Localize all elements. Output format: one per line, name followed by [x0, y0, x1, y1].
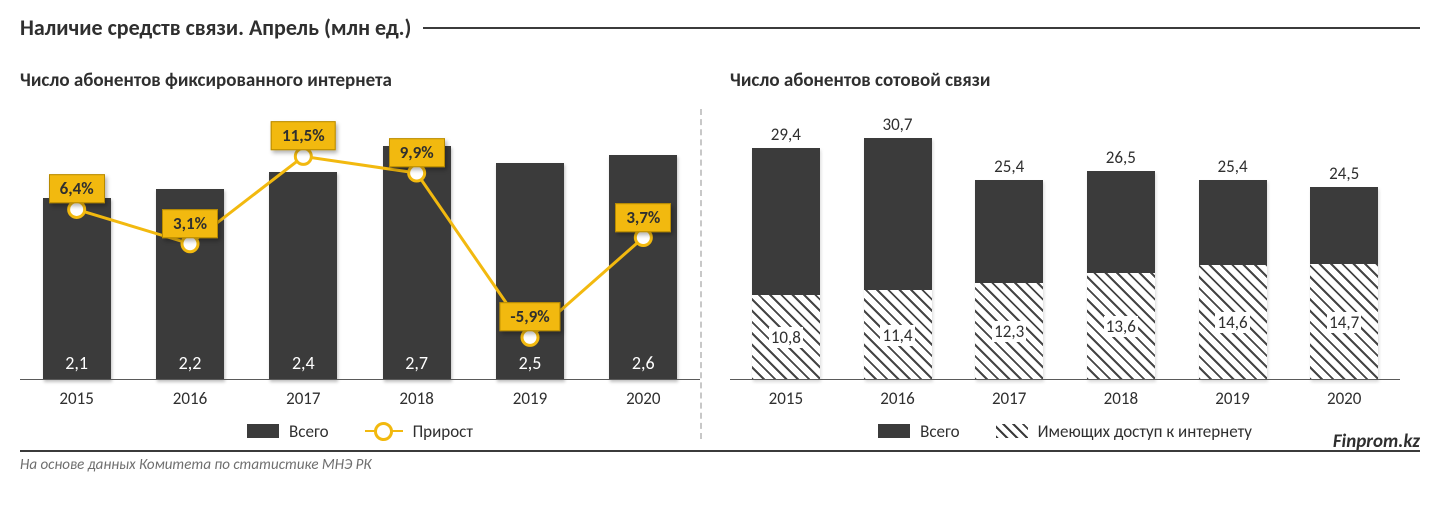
x-label: 2019: [1177, 382, 1289, 410]
legend-growth: Прирост: [365, 421, 473, 442]
bar: 2,4: [269, 172, 337, 380]
header: Наличие средств связи. Апрель (млн ед.): [20, 14, 1420, 41]
segment-internet: 12,3: [975, 283, 1043, 380]
left-plot-area: 2,12,22,42,72,52,6 201520162017201820192…: [20, 120, 700, 410]
stacked-bar: 14,724,5: [1310, 187, 1378, 380]
segment-internet: 11,4: [864, 290, 932, 380]
right-legend: Всего Имеющих доступ к интернету: [730, 416, 1400, 446]
bar-top-label: 29,4: [752, 124, 820, 145]
right-x-labels: 201520162017201820192020: [730, 382, 1400, 410]
legend-internet: Имеющих доступ к интернету: [996, 421, 1252, 442]
left-chart: Число абонентов фиксированного интернета…: [20, 69, 700, 446]
bar-slot: 2,4: [247, 172, 360, 380]
left-bars: 2,12,22,42,72,52,6: [20, 120, 700, 380]
growth-callout: 3,7%: [615, 203, 671, 232]
x-label: 2016: [133, 382, 246, 410]
legend-total-r: Всего: [878, 421, 960, 442]
bar-slot: 14,724,5: [1288, 187, 1400, 380]
legend-total-label: Всего: [289, 421, 329, 442]
bar-slot: 11,430,7: [842, 138, 954, 380]
segment-internet: 13,6: [1087, 273, 1155, 380]
legend-total: Всего: [247, 421, 329, 442]
panel-divider: [700, 109, 702, 439]
growth-callout: 3,1%: [162, 209, 218, 238]
x-label: 2020: [587, 382, 700, 410]
x-label: 2015: [730, 382, 842, 410]
segment-internet: 14,7: [1310, 264, 1378, 380]
segment-rest: 25,4: [1199, 180, 1267, 265]
segment-rest: 30,7: [864, 138, 932, 290]
stacked-bar: 14,625,4: [1199, 180, 1267, 380]
segment-internet: 14,6: [1199, 265, 1267, 380]
legend-swatch-hatch: [996, 424, 1028, 438]
bar-top-label: 26,5: [1087, 147, 1155, 168]
source-note: На основе данных Комитета по статистике …: [20, 456, 372, 474]
x-label: 2015: [20, 382, 133, 410]
bar: 2,6: [609, 155, 677, 380]
right-plot-area: 10,829,411,430,712,325,413,626,514,625,4…: [730, 120, 1400, 410]
left-x-labels: 201520162017201820192020: [20, 382, 700, 410]
bar-slot: 13,626,5: [1065, 171, 1177, 380]
legend-swatch-solid: [878, 424, 910, 438]
right-chart: Число абонентов сотовой связи 10,829,411…: [700, 69, 1400, 446]
charts-container: Число абонентов фиксированного интернета…: [20, 69, 1420, 446]
right-chart-title: Число абонентов сотовой связи: [730, 69, 1400, 92]
stacked-bar: 13,626,5: [1087, 171, 1155, 380]
x-label: 2019: [473, 382, 586, 410]
bar-top-label: 30,7: [864, 114, 932, 135]
right-x-axis: [730, 379, 1400, 380]
left-chart-title: Число абонентов фиксированного интернета: [20, 69, 700, 92]
left-x-axis: [20, 379, 700, 380]
stacked-bar: 12,325,4: [975, 180, 1043, 380]
bar-slot: 10,829,4: [730, 148, 842, 380]
left-legend: Всего Прирост: [20, 416, 700, 446]
growth-callout: 9,9%: [389, 138, 445, 167]
bar-top-label: 24,5: [1310, 163, 1378, 184]
bar-slot: 2,5: [473, 163, 586, 380]
bar: 2,1: [43, 198, 111, 380]
segment-rest: 26,5: [1087, 171, 1155, 273]
bar-slot: 12,325,4: [953, 180, 1065, 380]
x-label: 2018: [360, 382, 473, 410]
bar-slot: 2,1: [20, 198, 133, 380]
bar-slot: 2,6: [587, 155, 700, 380]
legend-line-marker: [365, 430, 403, 432]
footer-divider: [20, 450, 1420, 452]
x-label: 2018: [1065, 382, 1177, 410]
segment-rest: 25,4: [975, 180, 1043, 283]
right-bars: 10,829,411,430,712,325,413,626,514,625,4…: [730, 120, 1400, 380]
bar-top-label: 25,4: [1199, 156, 1267, 177]
segment-rest: 29,4: [752, 148, 820, 295]
segment-internet: 10,8: [752, 295, 820, 380]
bar: 2,7: [383, 146, 451, 380]
x-label: 2016: [842, 382, 954, 410]
x-label: 2020: [1288, 382, 1400, 410]
legend-internet-label: Имеющих доступ к интернету: [1038, 421, 1252, 442]
title-divider: [423, 27, 1420, 29]
page-title: Наличие средств связи. Апрель (млн ед.): [20, 14, 411, 41]
growth-callout: 11,5%: [271, 122, 336, 151]
bar-slot: 14,625,4: [1177, 180, 1289, 380]
legend-growth-label: Прирост: [413, 421, 473, 442]
footer: На основе данных Комитета по статистике …: [20, 456, 1420, 474]
bar-top-label: 25,4: [975, 156, 1043, 177]
segment-rest: 24,5: [1310, 187, 1378, 264]
x-label: 2017: [953, 382, 1065, 410]
legend-total-r-label: Всего: [920, 421, 960, 442]
stacked-bar: 11,430,7: [864, 138, 932, 380]
bar: 2,5: [496, 163, 564, 380]
stacked-bar: 10,829,4: [752, 148, 820, 380]
growth-callout: 6,4%: [49, 175, 105, 204]
bar-slot: 2,7: [360, 146, 473, 380]
legend-swatch-bar: [247, 424, 279, 438]
growth-callout: -5,9%: [499, 303, 560, 332]
x-label: 2017: [247, 382, 360, 410]
